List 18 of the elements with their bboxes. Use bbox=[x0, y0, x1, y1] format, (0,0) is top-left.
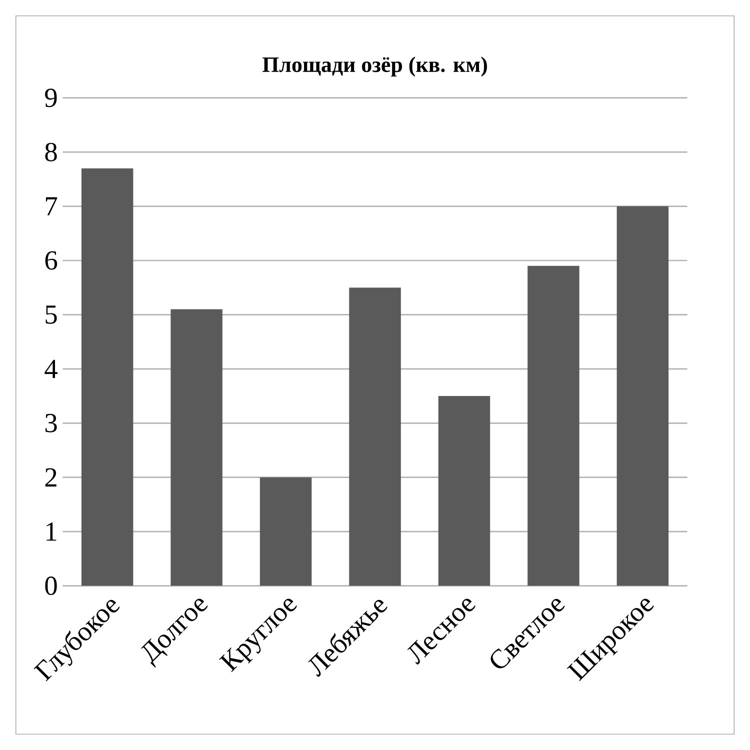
y-tick-label: 5 bbox=[46, 306, 57, 324]
bar bbox=[528, 266, 580, 586]
y-tick-label: 4 bbox=[44, 360, 58, 378]
y-tick-label: 9 bbox=[45, 88, 57, 108]
y-tick-label: 0 bbox=[45, 576, 57, 596]
bar bbox=[349, 288, 401, 586]
y-tick-label: 7 bbox=[46, 197, 58, 216]
y-tick-label: 3 bbox=[45, 414, 57, 432]
y-tick-label: 2 bbox=[45, 468, 56, 486]
bar bbox=[616, 206, 669, 586]
bar bbox=[170, 309, 222, 586]
y-tick-label: 8 bbox=[45, 142, 57, 162]
bar bbox=[81, 168, 134, 586]
chart-title: Площади озёр (кв. км) bbox=[262, 56, 487, 77]
y-tick-label: 1 bbox=[46, 522, 56, 541]
bar bbox=[438, 396, 490, 586]
bar bbox=[260, 477, 312, 586]
y-tick-label: 6 bbox=[45, 251, 58, 270]
